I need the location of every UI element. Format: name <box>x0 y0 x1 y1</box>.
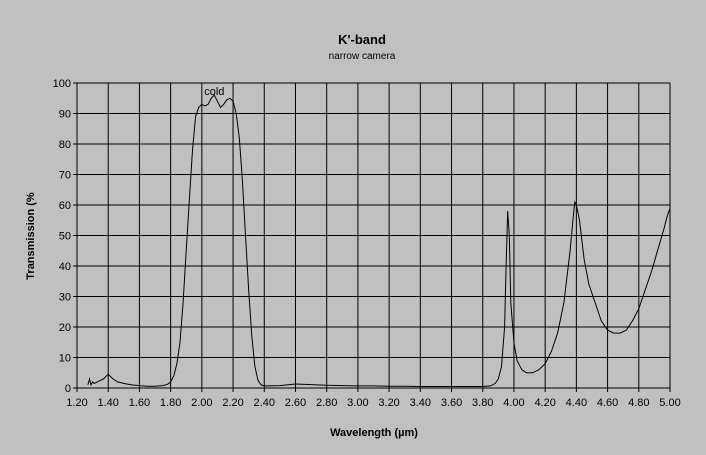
x-tick-label: 4.40 <box>566 397 587 409</box>
x-tick-label: 2.20 <box>222 397 243 409</box>
y-tick-label: 60 <box>59 200 71 212</box>
y-tick-label: 0 <box>65 383 71 395</box>
y-tick-label: 80 <box>59 139 71 151</box>
annotation-cold: cold <box>204 86 224 98</box>
x-tick-label: 3.40 <box>410 397 431 409</box>
x-tick-label: 1.40 <box>97 397 118 409</box>
y-tick-label: 90 <box>59 109 71 121</box>
x-tick-label: 1.80 <box>160 397 181 409</box>
y-axis-ticks: 0 10 20 30 40 50 60 70 80 90 100 <box>53 78 77 395</box>
x-tick-label: 1.60 <box>129 397 150 409</box>
x-tick-label: 5.00 <box>659 397 680 409</box>
x-tick-label: 2.00 <box>191 397 212 409</box>
y-tick-label: 100 <box>53 78 71 90</box>
y-tick-label: 70 <box>59 170 71 182</box>
transmission-curve <box>87 94 671 387</box>
chart-title: K'-band <box>338 32 386 47</box>
y-tick-label: 30 <box>59 292 71 304</box>
y-axis-label: Transmission (% <box>25 192 37 280</box>
x-axis-ticks: 1.20 1.40 1.60 1.80 2.00 2.20 2.40 2.60 2.80 3.00… <box>66 388 681 409</box>
x-tick-label: 2.40 <box>254 397 275 409</box>
x-tick-label: 3.20 <box>378 397 399 409</box>
x-tick-label: 3.60 <box>441 397 462 409</box>
y-tick-label: 10 <box>59 353 71 365</box>
x-tick-label: 2.60 <box>285 397 306 409</box>
x-tick-label: 4.60 <box>597 397 618 409</box>
x-tick-label: 1.20 <box>66 397 87 409</box>
x-tick-label: 2.80 <box>316 397 337 409</box>
y-tick-label: 20 <box>59 322 71 334</box>
x-tick-label: 3.00 <box>347 397 368 409</box>
y-tick-label: 50 <box>59 231 71 243</box>
x-tick-label: 4.20 <box>534 397 555 409</box>
annotations: cold <box>204 86 224 98</box>
x-axis-label: Wavelength (µm) <box>330 427 418 439</box>
chart-subtitle: narrow camera <box>329 51 396 62</box>
x-tick-label: 3.80 <box>472 397 493 409</box>
x-tick-label: 4.00 <box>503 397 524 409</box>
x-tick-label: 4.80 <box>628 397 649 409</box>
y-tick-label: 40 <box>59 261 71 273</box>
